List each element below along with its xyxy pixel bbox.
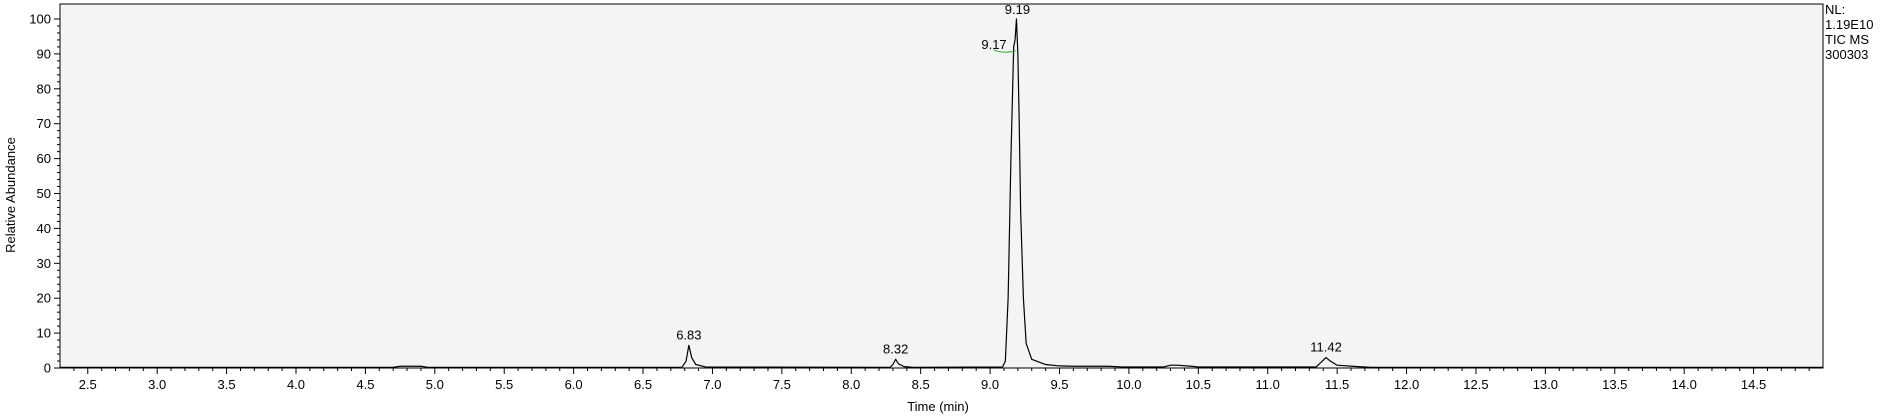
y-tick-label: 70 bbox=[37, 116, 51, 131]
y-tick-label: 50 bbox=[37, 186, 51, 201]
x-tick-label: 10.5 bbox=[1186, 377, 1211, 392]
x-tick-label: 10.0 bbox=[1116, 377, 1141, 392]
x-tick-label: 8.5 bbox=[912, 377, 930, 392]
x-tick-label: 12.5 bbox=[1463, 377, 1488, 392]
x-tick-label: 3.5 bbox=[218, 377, 236, 392]
x-tick-label: 9.0 bbox=[981, 377, 999, 392]
y-tick-label: 60 bbox=[37, 151, 51, 166]
peak-labels: 6.83 8.32 9.19 9.17 11.42 bbox=[676, 2, 1342, 356]
x-axis-ticks: 2.5 3.0 3.5 4.0 4.5 5.0 5.5 6.0 6.5 7.0 7.5 8.0 8.5 9… bbox=[73, 368, 1810, 392]
x-tick-label: 3.0 bbox=[148, 377, 166, 392]
y-tick-label: 40 bbox=[37, 221, 51, 236]
x-tick-label: 13.5 bbox=[1602, 377, 1627, 392]
x-tick-label: 2.5 bbox=[79, 377, 97, 392]
x-tick-label: 14.0 bbox=[1672, 377, 1697, 392]
x-tick-label: 5.5 bbox=[495, 377, 513, 392]
y-axis-ticks: 0 10 20 30 40 50 60 70 80 90 100 bbox=[29, 12, 60, 376]
x-tick-label: 6.0 bbox=[565, 377, 583, 392]
x-tick-label: 8.0 bbox=[842, 377, 860, 392]
y-tick-label: 30 bbox=[37, 256, 51, 271]
y-tick-label: 0 bbox=[44, 361, 51, 376]
x-tick-label: 11.5 bbox=[1325, 377, 1349, 392]
y-tick-label: 90 bbox=[37, 46, 51, 61]
tic-trace-line bbox=[60, 18, 1823, 368]
y-tick-label: 80 bbox=[37, 81, 51, 96]
y-tick-label: 10 bbox=[37, 326, 51, 341]
y-tick-label: 20 bbox=[37, 291, 51, 306]
x-tick-label: 12.0 bbox=[1394, 377, 1419, 392]
peak-label: 8.32 bbox=[883, 341, 908, 356]
x-tick-label: 4.5 bbox=[356, 377, 374, 392]
info-line: 1.19E10 bbox=[1825, 17, 1873, 32]
plot-area bbox=[59, 3, 1824, 369]
x-axis-title: Time (min) bbox=[907, 399, 969, 414]
peak-annotation-arc bbox=[993, 49, 1016, 53]
x-tick-label: 11.0 bbox=[1256, 377, 1280, 392]
x-tick-label: 7.5 bbox=[773, 377, 791, 392]
x-tick-label: 4.0 bbox=[287, 377, 305, 392]
x-tick-label: 14.5 bbox=[1741, 377, 1766, 392]
peak-label: 9.19 bbox=[1005, 2, 1030, 17]
peak-label: 9.17 bbox=[981, 37, 1006, 52]
x-tick-label: 13.0 bbox=[1533, 377, 1558, 392]
y-axis-title: Relative Abundance bbox=[3, 137, 18, 253]
x-tick-label: 6.5 bbox=[634, 377, 652, 392]
x-tick-label: 7.0 bbox=[703, 377, 721, 392]
y-tick-label: 100 bbox=[29, 12, 51, 27]
info-line: 300303 bbox=[1825, 47, 1868, 62]
info-line: NL: bbox=[1825, 2, 1845, 17]
info-line: TIC MS bbox=[1825, 32, 1869, 47]
series-layer bbox=[60, 18, 1823, 368]
peak-label: 6.83 bbox=[676, 327, 701, 342]
x-tick-label: 5.0 bbox=[426, 377, 444, 392]
x-tick-label: 9.5 bbox=[1050, 377, 1068, 392]
peak-label: 11.42 bbox=[1310, 340, 1342, 355]
